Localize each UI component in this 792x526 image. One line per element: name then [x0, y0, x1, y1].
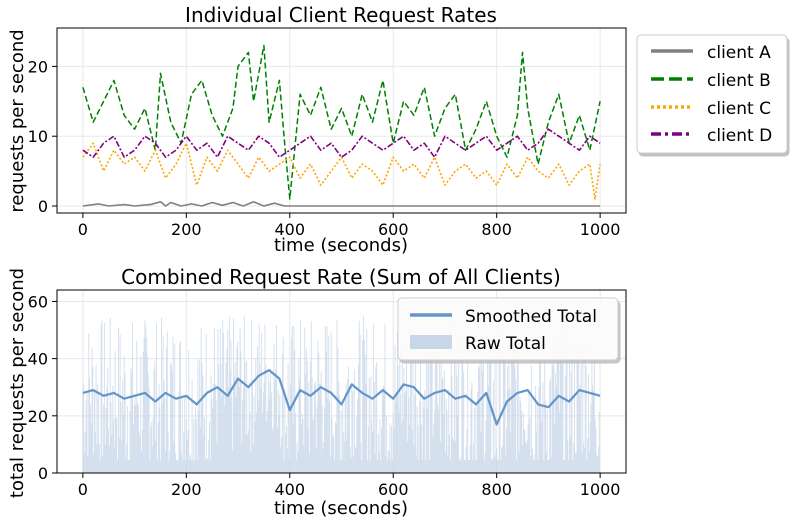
x-tick-label: 400	[274, 480, 305, 499]
legend-label-raw-total: Raw Total	[465, 334, 546, 354]
x-tick-label: 0	[78, 480, 88, 499]
chart1-x-label: time (seconds)	[274, 235, 408, 256]
x-tick-label: 1000	[580, 480, 621, 499]
y-tick-label: 10	[28, 127, 48, 146]
chart1-y-label: requests per second	[7, 29, 28, 212]
series-line-client-d	[82, 128, 601, 158]
series-line-client-a	[82, 201, 601, 207]
series-line-smoothed-total	[82, 369, 601, 426]
x-tick-label: 400	[274, 220, 305, 239]
y-tick-label: 60	[28, 292, 48, 311]
chart2-x-label: time (seconds)	[274, 498, 408, 519]
chart-combined-request-rate: Combined Request Rate (Sum of All Client…	[7, 265, 627, 519]
x-tick-label: 0	[78, 220, 88, 239]
legend-swatch-raw-total	[410, 335, 452, 349]
x-tick-label: 800	[481, 220, 512, 239]
chart2-title: Combined Request Rate (Sum of All Client…	[121, 265, 561, 289]
y-tick-label: 40	[28, 350, 48, 369]
chart1-y-ticks: 0 10 20	[28, 57, 57, 216]
y-tick-label: 20	[28, 57, 48, 76]
chart2-y-label: total requests per second	[7, 268, 28, 498]
x-tick-label: 1000	[580, 220, 621, 239]
legend-label-client-a: client A	[707, 43, 771, 63]
chart1-legend-box	[636, 34, 788, 154]
series-line-client-c	[82, 142, 601, 200]
chart1-title: Individual Client Request Rates	[185, 3, 497, 27]
chart2-smoothed-series	[82, 369, 601, 426]
x-tick-label: 200	[171, 220, 202, 239]
y-tick-label: 0	[38, 464, 48, 483]
chart2-legend-box	[397, 297, 619, 361]
chart1-series	[82, 44, 601, 207]
x-tick-label: 800	[481, 480, 512, 499]
legend-label-smoothed-total: Smoothed Total	[465, 307, 597, 327]
chart2-y-ticks: 0 20 40 60	[28, 292, 57, 483]
legend-label-client-d: client D	[707, 126, 772, 146]
chart-individual-client-rates: Individual Client Request Rates 0 200 400 6…	[7, 3, 788, 256]
y-tick-label: 0	[38, 197, 48, 216]
chart2-legend: Smoothed Total Raw Total	[397, 297, 619, 361]
legend-label-client-b: client B	[707, 71, 771, 91]
chart2-x-ticks: 0 200 400 600 800 1000	[78, 473, 621, 499]
chart1-legend: client A client B client C client D	[636, 34, 788, 154]
chart1-x-ticks: 0 200 400 600 800 1000	[78, 213, 621, 239]
x-tick-label: 200	[171, 480, 202, 499]
chart1-grid	[57, 28, 626, 213]
x-tick-label: 600	[378, 480, 409, 499]
chart2-axes-frame	[56, 289, 627, 474]
series-line-client-b	[82, 44, 601, 200]
legend-label-client-c: client C	[707, 99, 771, 119]
y-tick-label: 20	[28, 407, 48, 426]
chart1-axes-frame	[56, 27, 627, 214]
x-tick-label: 600	[378, 220, 409, 239]
